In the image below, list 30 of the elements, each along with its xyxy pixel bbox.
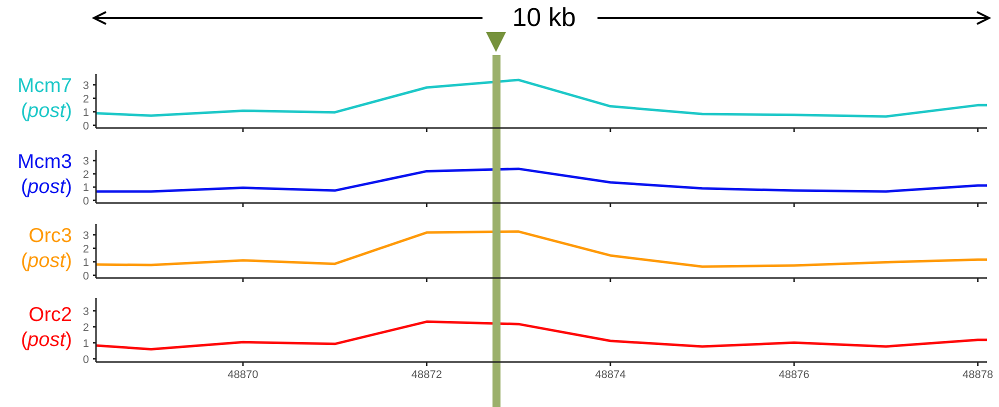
line-series [96, 78, 987, 118]
x-tick-label: 48878 [962, 369, 994, 381]
y-tick-label: 0 [82, 354, 89, 366]
y-axis-title: Mcm3 (post) [18, 150, 72, 200]
y-axis-title: Orc3 (post) [20, 224, 72, 274]
y-tick-label: 3 [82, 306, 89, 318]
y-tick-label: 2 [82, 168, 89, 181]
y-tick-label: 3 [82, 80, 89, 92]
y-tick-label: 2 [82, 243, 89, 256]
line-series [96, 230, 987, 268]
y-tick-label: 0 [82, 195, 89, 208]
y-tick-label: 2 [82, 322, 89, 334]
x-tick-label: 48874 [595, 369, 626, 381]
y-axis-title: Mcm7 (post) [18, 74, 72, 124]
y-axis-title: Orc2 (post) [20, 303, 72, 353]
y-tick-label: 0 [82, 270, 89, 282]
line-series [96, 320, 987, 350]
y-tick-label: 0 [82, 120, 89, 132]
x-tick-label: 48870 [228, 369, 258, 381]
y-tick-label: 1 [82, 106, 89, 119]
y-tick-label: 1 [82, 338, 89, 350]
x-tick-label: 48876 [778, 369, 810, 381]
text: 10 kb [512, 2, 576, 32]
x-tick-label: 48872 [411, 369, 442, 381]
y-tick-label: 1 [82, 182, 89, 194]
y-tick-label: 3 [82, 156, 89, 168]
line-series [96, 168, 987, 193]
y-tick-label: 3 [82, 230, 89, 242]
y-tick-label: 2 [82, 93, 89, 106]
y-tick-label: 1 [82, 256, 89, 269]
